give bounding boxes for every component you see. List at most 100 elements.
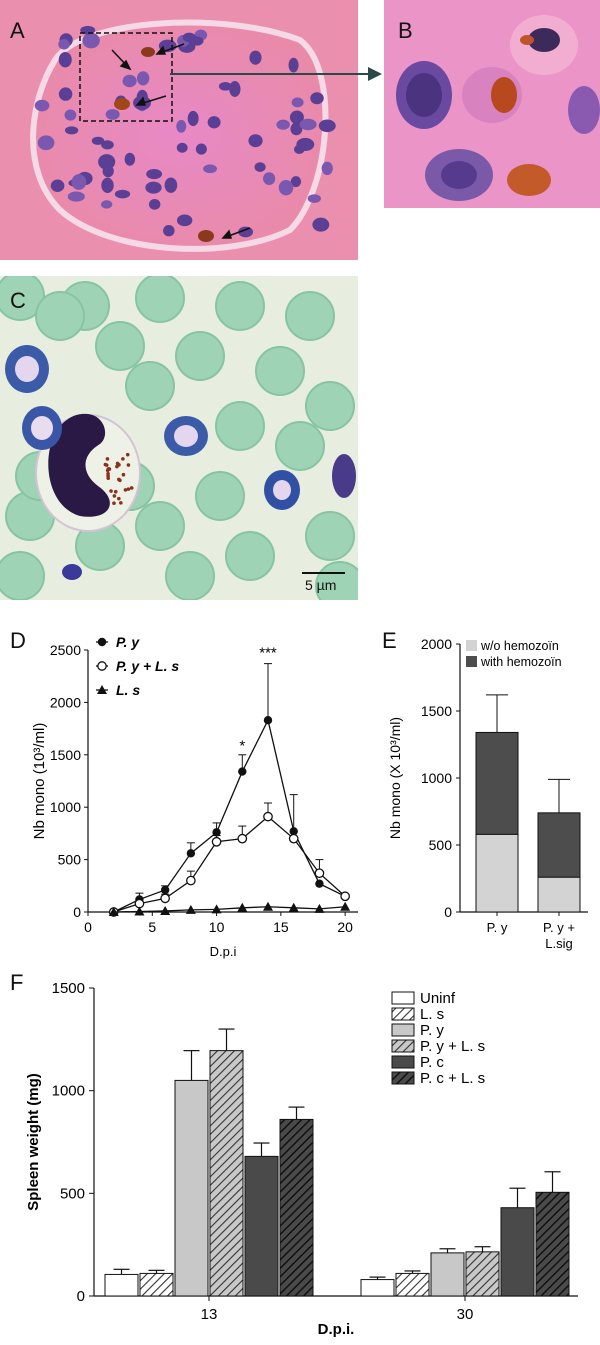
- series-line: [113, 815, 346, 913]
- y-tick-label: 500: [429, 837, 453, 853]
- nucleus-shape: [136, 71, 150, 86]
- nucleus-shape: [122, 74, 137, 88]
- red-blood-cell: [175, 331, 225, 381]
- hemozoin-dot: [109, 489, 113, 493]
- red-blood-cell: [255, 346, 305, 396]
- series-line: [113, 718, 346, 913]
- y-axis-label: Spleen weight (mg): [25, 1073, 42, 1211]
- x-tick-label: P. y: [487, 920, 508, 935]
- significance-annotation: ***: [259, 644, 277, 661]
- hemozoin-dot: [115, 464, 119, 469]
- red-blood-cell: [315, 561, 358, 600]
- chart-d: 0 500 1000 1500 2000 2500 0 5 10 15 20 D.p.i Nb mono…: [0, 618, 370, 968]
- x-tick-label: P. y +: [543, 920, 575, 935]
- data-point: [340, 901, 351, 911]
- red-blood-cell: [0, 276, 45, 321]
- legend-label: w/o hemozoïn: [480, 639, 559, 653]
- nucleus-shape: [98, 154, 116, 170]
- x-tick-label: 10: [209, 919, 225, 935]
- red-blood-cell: [165, 551, 215, 600]
- data-point: [288, 902, 299, 912]
- y-tick-label: 1500: [50, 747, 81, 763]
- micrograph-b: B: [384, 0, 600, 208]
- series-line: [113, 906, 346, 913]
- nucleus-shape: [101, 177, 114, 194]
- nucleus-shape: [278, 180, 294, 196]
- x-tick-label: 20: [337, 919, 353, 935]
- data-point: [97, 661, 107, 671]
- bar: [279, 1118, 314, 1297]
- data-point: [315, 879, 324, 888]
- nucleus-shape: [310, 92, 324, 105]
- data-point: [263, 901, 273, 911]
- bar: [395, 1272, 430, 1297]
- nucleus-shape: [146, 168, 163, 180]
- nucleus-shape: [164, 177, 178, 193]
- nucleus-shape: [263, 172, 276, 185]
- nucleus-shape: [100, 200, 113, 209]
- x-tick-label: 0: [84, 919, 92, 935]
- red-blood-cell: [215, 401, 265, 451]
- nucleus-shape: [207, 116, 221, 129]
- panel-label-a: A: [10, 18, 25, 43]
- data-point: [314, 868, 325, 879]
- panel-label-b: B: [398, 18, 413, 43]
- nucleus-shape: [195, 143, 207, 155]
- legend-label: P. c + L. s: [420, 1070, 485, 1087]
- legend-label: P. y: [420, 1022, 444, 1039]
- nucleus-shape: [37, 135, 55, 151]
- nucleus-shape: [71, 174, 87, 190]
- red-blood-cell: [305, 511, 355, 561]
- nucleus-shape: [248, 134, 263, 148]
- bar: [244, 1155, 279, 1297]
- legend-swatch: [391, 1007, 415, 1021]
- significance-annotation: *: [239, 738, 245, 755]
- nucleus-shape: [249, 50, 262, 65]
- hemozoin-dot: [126, 487, 131, 491]
- nucleus-shape: [318, 119, 336, 133]
- nucleus-shape: [82, 32, 100, 49]
- y-tick-label: 0: [73, 904, 81, 920]
- nucleus-shape: [163, 225, 175, 237]
- nucleus-shape: [58, 39, 70, 50]
- y-tick-label: 500: [58, 852, 82, 868]
- x-tick-label: 5: [148, 919, 156, 935]
- legend-swatch: [391, 1055, 415, 1069]
- nucleus-shape: [64, 126, 79, 135]
- x-tick-label: 15: [273, 919, 289, 935]
- series-0: P. y: [96, 634, 350, 917]
- hemozoin-dot: [104, 463, 109, 467]
- nucleus-shape: [114, 189, 131, 199]
- hemozoin-dot: [121, 457, 125, 461]
- data-point: [263, 716, 273, 725]
- red-blood-cell: [0, 551, 45, 600]
- data-point: [97, 685, 107, 694]
- nucleus-shape: [321, 161, 333, 176]
- legend-swatch: [391, 1039, 415, 1053]
- hemozoin-dot: [112, 501, 116, 505]
- data-point: [314, 903, 325, 913]
- red-blood-cell: [135, 276, 185, 323]
- bar: [360, 1279, 395, 1297]
- data-point: [97, 637, 107, 647]
- data-point: [160, 905, 171, 915]
- zoom-arrow: [170, 67, 382, 81]
- data-point: [186, 849, 196, 858]
- nucleus-shape: [176, 142, 188, 153]
- micrograph-b-drawing: [384, 0, 600, 208]
- panel-label-d: D: [10, 628, 26, 653]
- hemozoin-dot: [105, 457, 110, 461]
- nucleus-shape: [64, 109, 77, 121]
- nucleus-shape: [290, 122, 303, 136]
- legend-swatch: [466, 640, 477, 651]
- nucleus-shape: [58, 87, 73, 101]
- nucleus-shape: [203, 164, 218, 174]
- legend-label: L. s: [420, 1006, 444, 1023]
- chart-d-svg: 0 500 1000 1500 2000 2500 0 5 10 15 20 D.p.i Nb mono…: [31, 634, 358, 959]
- red-blood-cell: [225, 531, 275, 581]
- hemozoin-dot: [125, 452, 130, 457]
- y-axis-label: Nb mono (10³/ml): [31, 723, 48, 840]
- panel-label-c: C: [10, 288, 26, 313]
- bar: [209, 1050, 244, 1297]
- data-point: [160, 893, 170, 904]
